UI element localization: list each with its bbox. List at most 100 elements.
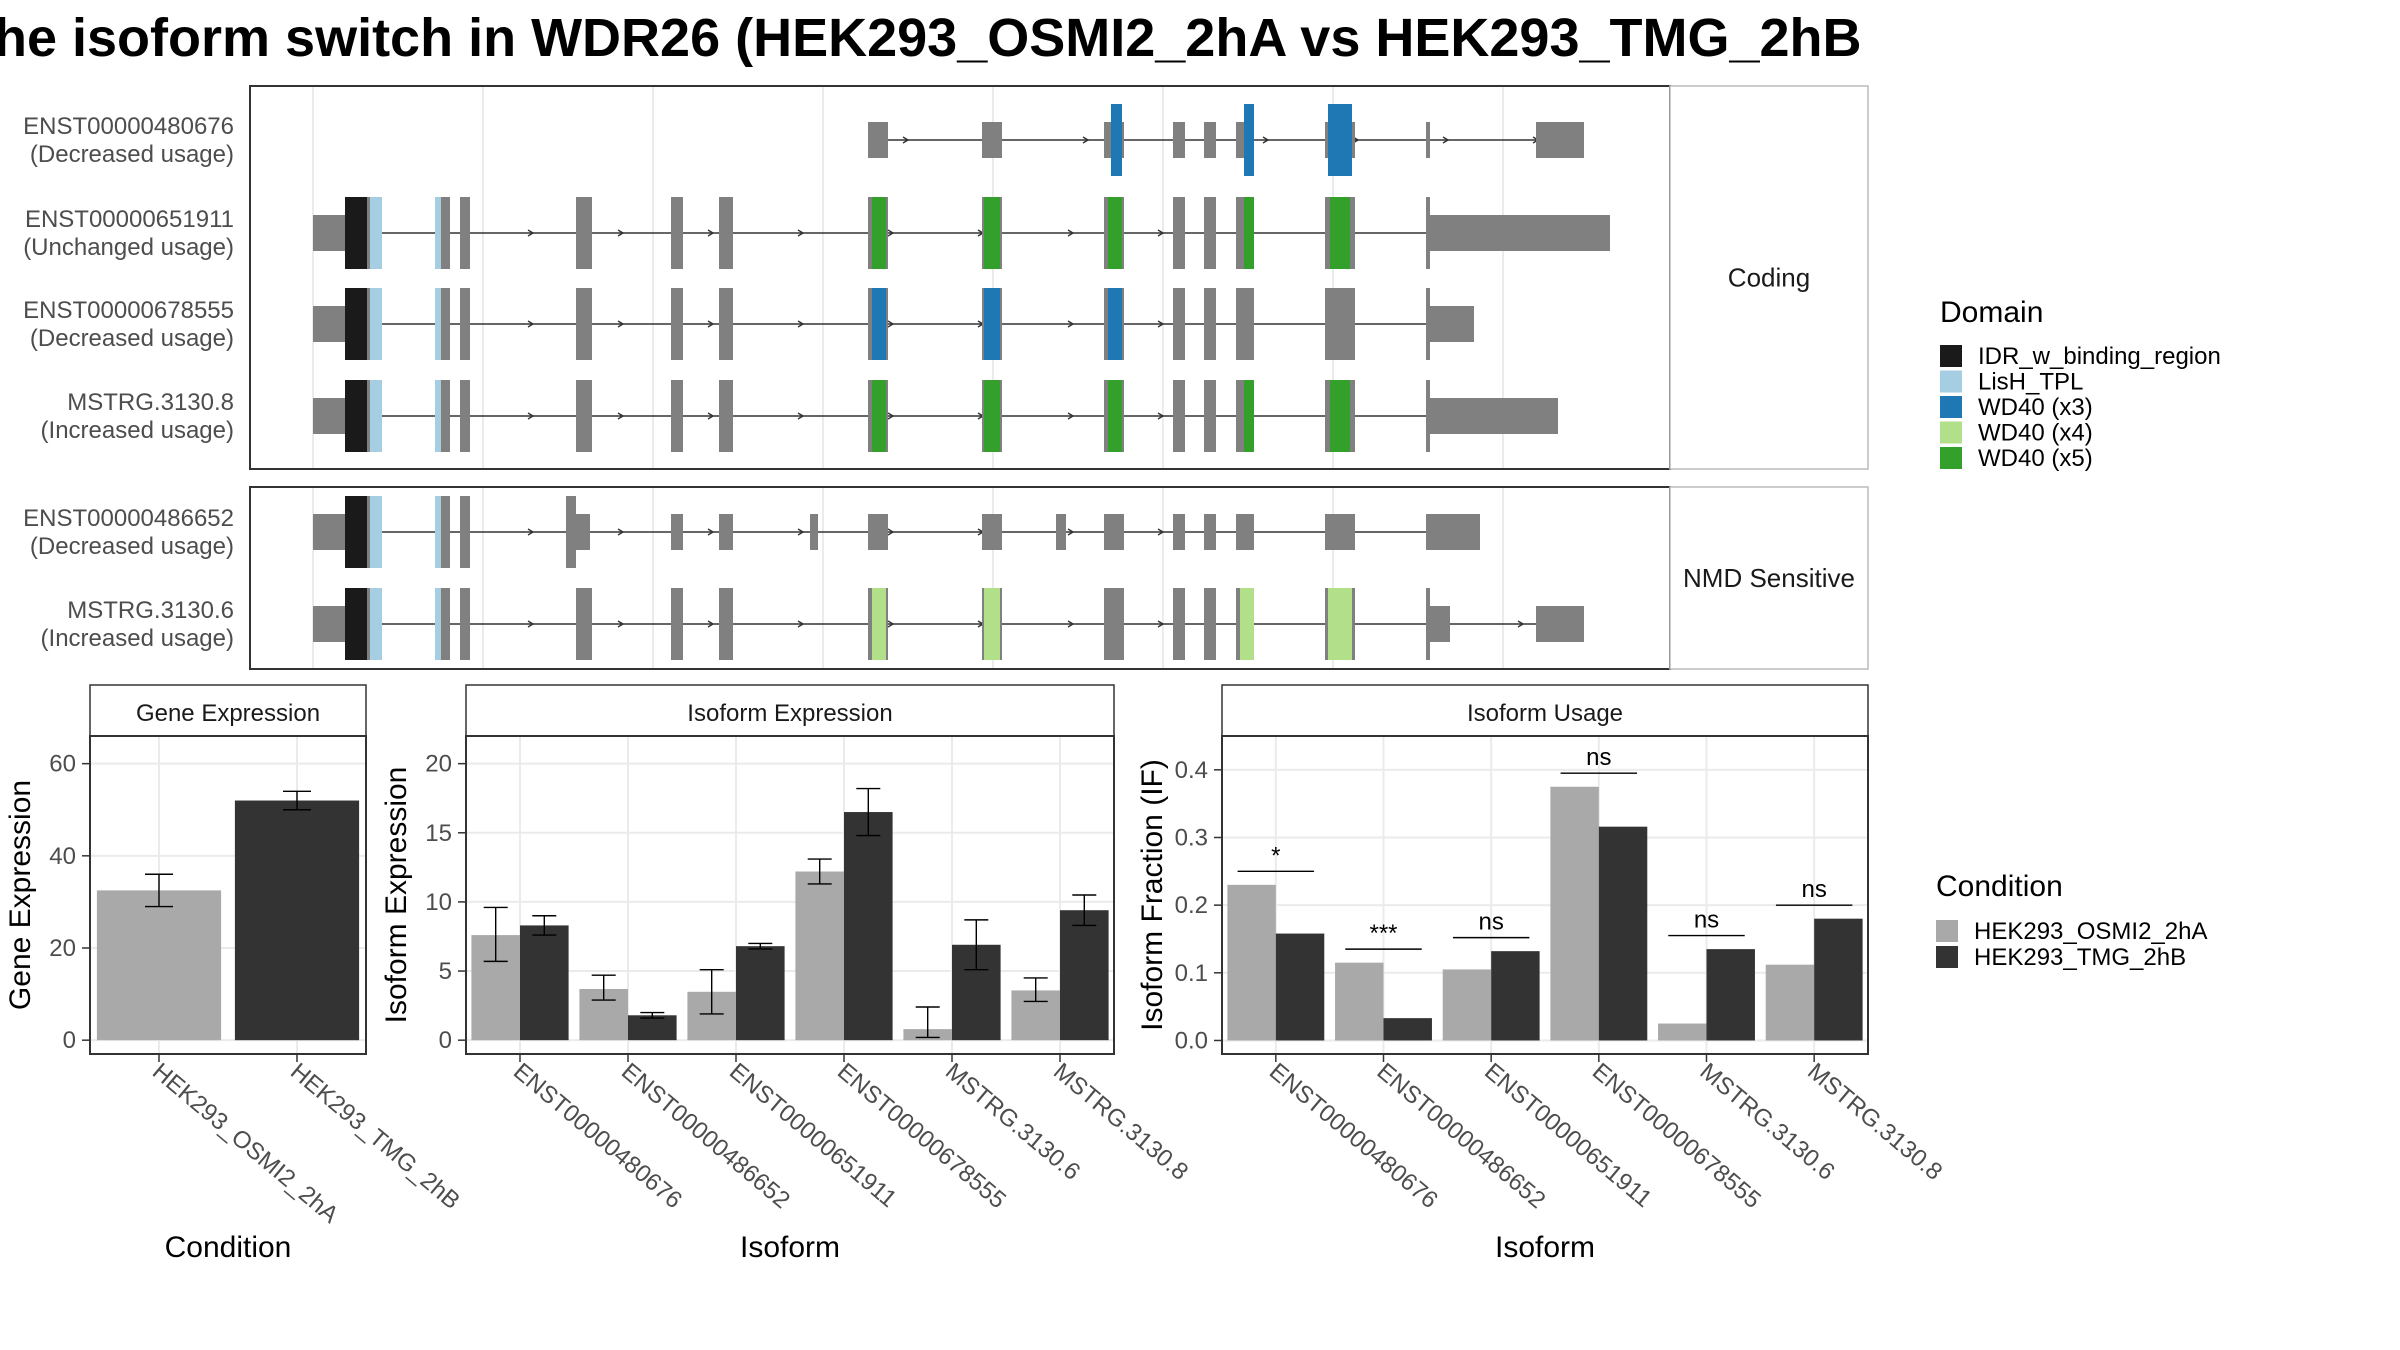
transcript-label: MSTRG.3130.6 [67, 597, 234, 624]
domain-block [1244, 197, 1254, 269]
y-tick-label: 10 [425, 889, 452, 916]
exon-block [576, 514, 590, 550]
strand-arrow [797, 620, 805, 628]
domain-block [872, 380, 886, 452]
exon-block [1430, 215, 1610, 251]
strand-arrow [797, 528, 805, 536]
transcript-usage-label: (Decreased usage) [30, 533, 234, 560]
bar-chart-panel: Isoform Usage0.00.10.20.30.4*ENST0000048… [1136, 684, 1947, 1264]
facet-strip-label: Coding [1728, 263, 1810, 293]
legend-title: Domain [1940, 296, 2043, 329]
strand-arrow [902, 136, 910, 144]
transcript-structure-plot: ENST00000480676(Decreased usage)ENST0000… [23, 85, 1869, 670]
exon-block [1104, 588, 1124, 660]
exon-block [460, 588, 470, 660]
bar [1275, 933, 1325, 1041]
exon-block [1426, 514, 1480, 550]
strand-arrow [887, 620, 895, 628]
domain-block [345, 380, 367, 452]
domain-block [435, 288, 441, 360]
exon-block [460, 288, 470, 360]
strand-arrow [527, 320, 535, 328]
exon-block [671, 288, 683, 360]
domain-block [345, 588, 367, 660]
bar [795, 871, 844, 1041]
structure-panel: ENST00000480676(Decreased usage)ENST0000… [23, 85, 1869, 470]
y-tick-label: 40 [49, 843, 76, 870]
exon-block [719, 380, 733, 452]
error-bar [483, 906, 508, 963]
domain-block [345, 496, 367, 568]
bar [520, 925, 569, 1041]
legend-key [1936, 920, 1958, 942]
transcript-label: MSTRG.3130.8 [67, 389, 234, 416]
strand-arrow [617, 320, 625, 328]
y-tick-label: 5 [439, 958, 452, 985]
exon-block [868, 122, 888, 158]
legend-key [1940, 447, 1962, 469]
y-axis-title: Gene Expression [4, 780, 37, 1010]
strand-arrow [707, 320, 715, 328]
exon-block [1173, 380, 1185, 452]
bar [1658, 1023, 1707, 1041]
error-bar [915, 1006, 940, 1039]
exon-block [1426, 288, 1430, 360]
transcript-label: ENST00000678555 [23, 297, 234, 324]
y-tick-label: 0.2 [1175, 892, 1208, 919]
domain-block [1244, 380, 1254, 452]
x-axis-title: Isoform [740, 1231, 840, 1264]
legend-key [1940, 421, 1962, 444]
strand-arrow [707, 620, 715, 628]
facet-strip [1669, 85, 1869, 470]
error-bar [1023, 977, 1048, 1003]
transcript-usage-label: (Decreased usage) [30, 325, 234, 352]
exon-block [313, 215, 345, 251]
strand-arrow [527, 412, 535, 420]
exon-block [313, 606, 345, 642]
exon-block [671, 380, 683, 452]
strand-arrow [1157, 528, 1165, 536]
domain-block [1108, 197, 1122, 269]
strand-arrow [797, 412, 805, 420]
exon-block [1430, 306, 1474, 342]
facet-strip [89, 684, 367, 737]
exon-block [566, 496, 576, 568]
exon-block [1204, 122, 1216, 158]
exon-block [1173, 197, 1185, 269]
exon-block [1536, 122, 1584, 158]
exon-block [1204, 197, 1216, 269]
exon-block [1430, 606, 1450, 642]
y-tick-label: 20 [425, 751, 452, 778]
exon-block [982, 122, 1002, 158]
exon-block [1056, 514, 1066, 550]
exon-block [313, 514, 345, 550]
y-axis-title: Isoform Fraction (IF) [1136, 759, 1169, 1031]
strand-arrow [1157, 320, 1165, 328]
domain-block [435, 197, 441, 269]
strand-arrow [617, 620, 625, 628]
exon-block [460, 496, 470, 568]
strand-arrow [527, 528, 535, 536]
legend-title: Condition [1936, 870, 2063, 903]
exon-block [1204, 588, 1216, 660]
domain-block [872, 197, 886, 269]
transcript-usage-label: (Unchanged usage) [23, 234, 234, 261]
bar [736, 946, 785, 1041]
exon-block [1173, 514, 1185, 550]
exon-block [313, 398, 345, 434]
error-bar [640, 1011, 665, 1019]
exon-block [460, 380, 470, 452]
strand-arrow [1067, 528, 1075, 536]
bar [628, 1015, 677, 1041]
strand-arrow [707, 229, 715, 237]
bar [1550, 786, 1599, 1041]
domain-block [984, 288, 1000, 360]
x-axis-title: Isoform [1495, 1231, 1595, 1264]
exon-block [719, 588, 733, 660]
domain-block [345, 288, 367, 360]
domain-block [370, 496, 382, 568]
domain-block [1330, 197, 1350, 269]
structure-panel: ENST00000486652(Decreased usage) MSTRG.31… [23, 486, 1869, 670]
error-bar [591, 974, 616, 1001]
strand-arrow [1517, 620, 1525, 628]
